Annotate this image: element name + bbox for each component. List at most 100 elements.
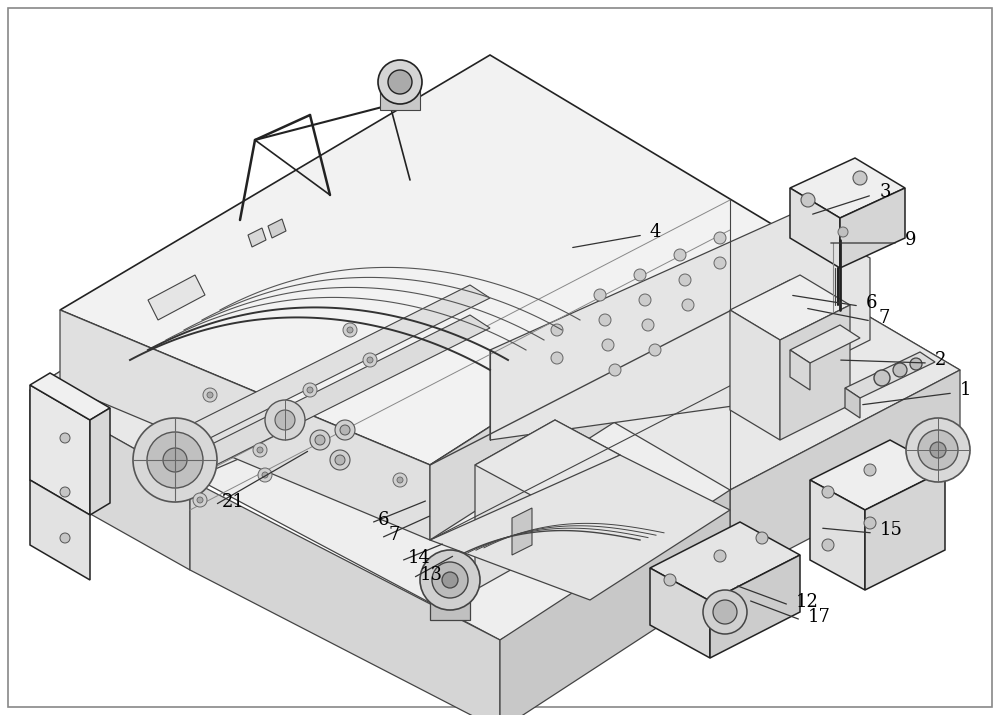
Polygon shape [810,480,865,590]
Circle shape [822,539,834,551]
Polygon shape [60,55,790,465]
Circle shape [801,193,815,207]
Polygon shape [30,385,90,515]
Circle shape [703,590,747,634]
Polygon shape [190,425,210,458]
Circle shape [838,227,848,237]
Circle shape [275,410,295,430]
Circle shape [397,477,403,483]
Polygon shape [475,420,620,500]
Text: 4: 4 [650,223,661,241]
Circle shape [906,418,970,482]
Circle shape [303,383,317,397]
Polygon shape [380,82,420,110]
Polygon shape [30,100,960,490]
Circle shape [335,455,345,465]
Circle shape [432,562,468,598]
Circle shape [197,497,203,503]
Circle shape [60,487,70,497]
Circle shape [60,533,70,543]
Polygon shape [810,440,945,510]
Circle shape [634,269,646,281]
Circle shape [910,358,922,370]
Text: 7: 7 [388,526,399,544]
Circle shape [330,450,350,470]
Circle shape [207,392,213,398]
Circle shape [442,572,458,588]
Circle shape [378,60,422,104]
Polygon shape [430,455,730,600]
Circle shape [664,574,676,586]
Circle shape [599,314,611,326]
Circle shape [609,364,621,376]
Text: 13: 13 [420,566,443,584]
Polygon shape [148,275,205,320]
Circle shape [639,294,651,306]
Circle shape [363,353,377,367]
Polygon shape [30,100,960,640]
Polygon shape [790,350,810,390]
Circle shape [335,420,355,440]
Circle shape [679,274,691,286]
Text: 2: 2 [935,351,946,369]
Circle shape [594,289,606,301]
Polygon shape [790,188,840,268]
Circle shape [367,357,373,363]
Polygon shape [190,285,490,438]
Text: 6: 6 [378,511,390,529]
Text: 6: 6 [866,294,878,312]
Circle shape [420,550,480,610]
Polygon shape [60,310,430,540]
Circle shape [315,435,325,445]
Circle shape [551,324,563,336]
Polygon shape [490,215,870,440]
Circle shape [874,370,890,386]
Text: 7: 7 [878,309,889,327]
Text: 9: 9 [905,231,916,249]
Polygon shape [248,228,266,247]
Circle shape [714,232,726,244]
Circle shape [310,430,330,450]
Polygon shape [268,219,286,238]
Polygon shape [650,522,800,601]
Polygon shape [90,408,110,515]
Polygon shape [190,315,490,468]
Circle shape [756,532,768,544]
Circle shape [864,464,876,476]
Circle shape [674,249,686,261]
Polygon shape [730,370,960,580]
Polygon shape [865,470,945,590]
Text: 14: 14 [408,549,431,567]
Circle shape [203,388,217,402]
Circle shape [343,323,357,337]
Polygon shape [475,420,555,590]
Circle shape [918,430,958,470]
Polygon shape [730,275,850,340]
Polygon shape [650,568,710,658]
Circle shape [262,472,268,478]
Polygon shape [840,188,905,268]
Circle shape [253,443,267,457]
Circle shape [393,473,407,487]
Circle shape [642,319,654,331]
Circle shape [602,339,614,351]
Circle shape [147,432,203,488]
Circle shape [257,447,263,453]
Circle shape [853,171,867,185]
Circle shape [388,70,412,94]
Text: 3: 3 [880,183,892,201]
Text: 15: 15 [880,521,903,539]
Circle shape [133,418,217,502]
Circle shape [340,425,350,435]
Polygon shape [845,352,935,398]
Circle shape [649,344,661,356]
Circle shape [307,387,313,393]
Polygon shape [730,310,780,440]
Polygon shape [430,580,470,620]
Circle shape [163,448,187,472]
Circle shape [893,363,907,377]
Circle shape [714,550,726,562]
Text: 12: 12 [796,593,819,611]
Polygon shape [845,388,860,418]
Circle shape [551,352,563,364]
